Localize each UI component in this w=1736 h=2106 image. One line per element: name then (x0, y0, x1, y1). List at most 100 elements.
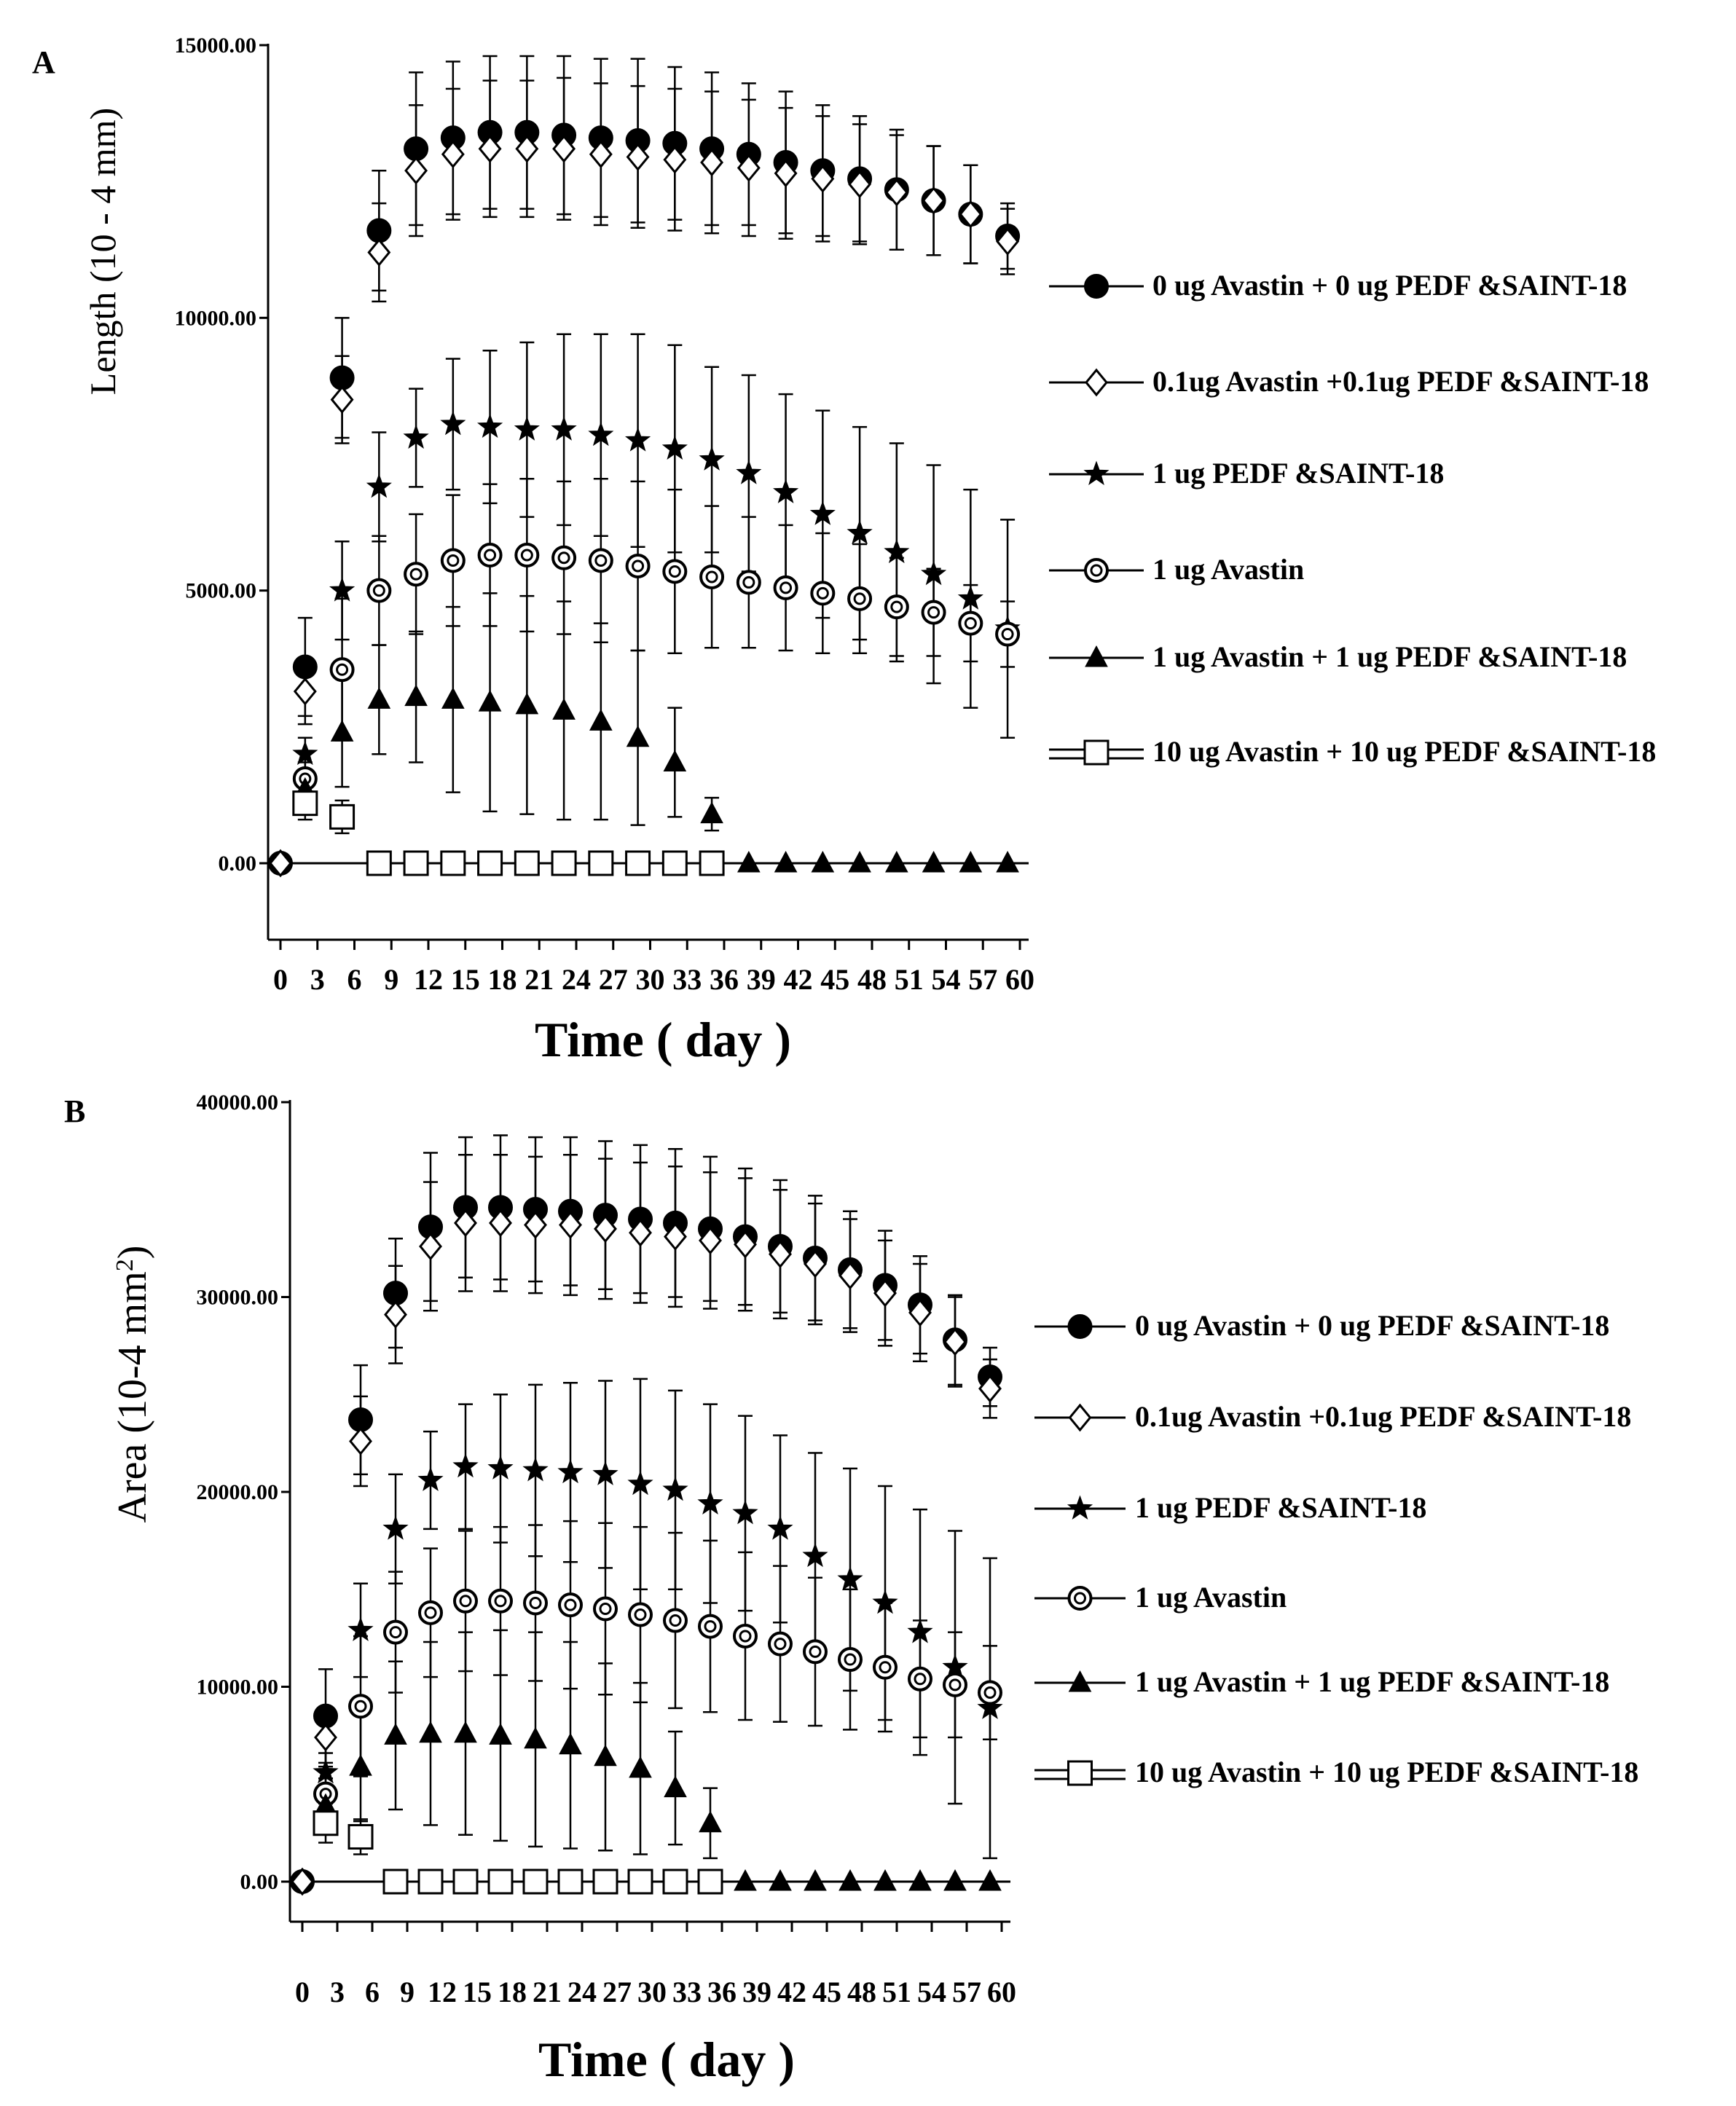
panel-a-s4-point (811, 850, 835, 873)
panel-a-x-tick-label: 33 (672, 963, 702, 996)
panel-a-x-tick-label: 54 (932, 963, 961, 996)
panel-a-s3-point (662, 559, 688, 584)
panel-b-y-tick-label: 20000.00 (197, 1480, 279, 1504)
panel-a-s2-point (551, 416, 577, 441)
panel-a-x-tick-label: 15 (451, 963, 480, 996)
panel-a-s5-point (588, 850, 614, 876)
panel-a-x-tick-label: 36 (710, 963, 739, 996)
panel-b-s3-point (523, 1590, 548, 1616)
panel-a-x-tick-label: 6 (347, 963, 362, 996)
panel-a-legend-marker (1085, 645, 1108, 667)
panel-a-x-ticks: 0 3 6 9 12 15 18 21 24 27 30 33 36 39 42 45 48 51 54 57 60 (273, 940, 1034, 996)
panel-b-s4-point (873, 1869, 897, 1891)
panel-b-s2-point (592, 1461, 618, 1485)
panel-a-s5-point (329, 803, 356, 830)
panel-b-x-tick-label: 54 (917, 1976, 946, 2008)
panel-a-legend-label: 1 ug Avastin + 1 ug PEDF &SAINT-18 (1152, 640, 1627, 673)
panel-b-s1-point (454, 1209, 477, 1238)
panel-a-s5-point (661, 850, 688, 876)
panel-b-s3-point (803, 1639, 828, 1665)
panel-b-x-ticks: 0 3 6 9 12 15 18 21 24 27 30 33 36 39 42 45 48 51 54 57 60 (295, 1922, 1016, 2008)
panel-a-legend-label: 10 ug Avastin + 10 ug PEDF &SAINT-18 (1152, 735, 1656, 768)
panel-b-y-axis-label-main: Area (10-4 mm (110, 1271, 155, 1522)
panel-a-x-tick-label: 51 (895, 963, 924, 996)
panel-b-x-tick-label: 9 (400, 1976, 415, 2008)
panel-a-s3-point (884, 594, 909, 620)
panel-b-legend-label: 1 ug Avastin + 1 ug PEDF &SAINT-18 (1135, 1665, 1609, 1698)
panel-b-s3-point (838, 1647, 863, 1673)
panel-b-s2-point (347, 1616, 374, 1641)
panel-b-x-tick-label: 57 (952, 1976, 981, 2008)
panel-a-s4-point (663, 750, 687, 771)
panel-a-s3-point (292, 766, 318, 791)
panel-b-s4-point (943, 1869, 967, 1891)
panel-b-legend-entry: 1 ug Avastin + 1 ug PEDF &SAINT-18 (1034, 1665, 1609, 1698)
panel-b-s1-point (314, 1723, 337, 1752)
panel-b-s4-point (349, 1754, 372, 1776)
panel-a-s3-point (921, 600, 946, 625)
panel-b-s1-point (559, 1211, 582, 1239)
panel-b-s5-point (417, 1869, 444, 1895)
panel-a-s1-point (330, 385, 354, 414)
panel-b-s3-point (873, 1654, 898, 1680)
panel-a-s1-point (269, 849, 292, 878)
panel-b-s2-point (697, 1490, 723, 1514)
panel-b-s1-point (629, 1218, 652, 1247)
panel-b-y-axis-label-superscript: 2 (111, 1259, 138, 1271)
panel-a-s1-point (515, 134, 539, 163)
panel-b-s4-point (419, 1721, 442, 1743)
panel-a-s1-point (774, 159, 798, 188)
panel-a-s1-point (700, 148, 724, 177)
panel-a-s4-point (922, 850, 946, 873)
panel-b-s3-point (943, 1672, 967, 1697)
panel-a-s5-point (699, 850, 725, 876)
panel-a-legend-marker (1083, 739, 1109, 766)
panel-a-s3-point (477, 543, 503, 568)
panel-a-x-tick-label: 60 (1005, 963, 1034, 996)
panel-a-s3-point (736, 570, 761, 595)
panel-b-s4-point (978, 1869, 1002, 1891)
panel-b-x-tick-label: 27 (602, 1976, 632, 2008)
panel-b-legend-entry: 10 ug Avastin + 10 ug PEDF &SAINT-18 (1034, 1756, 1638, 1788)
panel-a-legend-entry: 1 ug PEDF &SAINT-18 (1049, 457, 1444, 490)
panel-a-x-tick-label: 0 (273, 963, 288, 996)
panel-b-s2-point (522, 1457, 549, 1482)
panel-a-s3-point (329, 657, 355, 683)
panel-a-s4-point (774, 850, 798, 873)
panel-b-x-axis-label: Time ( day ) (538, 2032, 795, 2087)
panel-a-s0-point (292, 654, 318, 680)
panel-b-s1-point (699, 1226, 722, 1255)
panel-b-s1-point (384, 1300, 407, 1329)
panel-b-s2-point (732, 1499, 758, 1525)
panel-b-s2-point (313, 1759, 339, 1784)
panel-b-x-tick-label: 21 (533, 1976, 562, 2008)
panel-a-s3-point (366, 578, 392, 603)
panel-b-x-tick-label: 3 (330, 1976, 345, 2008)
panel-b-s4-point (454, 1721, 477, 1743)
panel-b-s4-point (838, 1869, 862, 1891)
panel-b-s3-point (768, 1631, 793, 1657)
panel-b-s2-point (837, 1565, 863, 1591)
panel-a-s4-point (959, 850, 983, 873)
panel-b-s1-point (908, 1298, 932, 1327)
panel-b-legend: 0 ug Avastin + 0 ug PEDF &SAINT-18 0.1ug … (1034, 1309, 1638, 1788)
panel-b-s1-point (664, 1222, 687, 1251)
panel-b-s4-point (594, 1744, 617, 1767)
panel-b-x-tick-label: 33 (672, 1976, 702, 2008)
panel-a-s1-point (811, 165, 835, 193)
panel-a-s2-point (921, 560, 947, 586)
panel-a-legend-label: 0 ug Avastin + 0 ug PEDF &SAINT-18 (1152, 269, 1627, 302)
panel-b-s2-point (452, 1453, 479, 1478)
panel-b-s1-point (873, 1278, 897, 1308)
panel-b-legend-label: 1 ug Avastin (1135, 1581, 1287, 1614)
panel-b-s2-point (907, 1619, 933, 1643)
panel-a-markers (268, 119, 1021, 878)
panel-a-x-tick-label: 45 (820, 963, 849, 996)
panel-b-s1-point (524, 1211, 547, 1239)
panel-a-s5-point (477, 850, 503, 876)
panel-b-s5-point (662, 1869, 688, 1895)
panel-b-s4-point (908, 1869, 932, 1891)
panel-b-legend-marker (1068, 1403, 1092, 1432)
panel-b-s2-point (767, 1515, 793, 1540)
panel-a-s5-point (366, 850, 392, 876)
